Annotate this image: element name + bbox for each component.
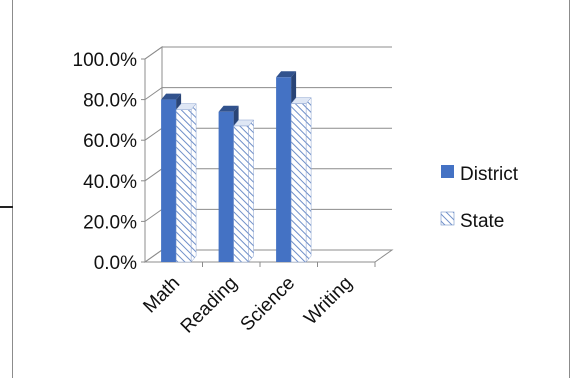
bar-state-reading [233,119,255,263]
legend-label-district: District [460,164,519,185]
legend-swatch-state [440,211,455,226]
x-tick-label: Reading [177,273,242,338]
gridline [144,46,392,60]
gridline [144,87,392,101]
bars [161,71,312,263]
divider-line [0,206,13,208]
y-axis-tick-labels: 0.0% 20.0% 40.0% 60.0% 80.0% 100.0% [73,50,138,274]
y-tick-label: 100.0% [73,50,138,71]
side-wall [144,46,163,263]
x-tick-label: Writing [300,273,356,329]
legend: District State [440,164,519,232]
x-tick-label: Math [139,273,184,318]
y-tick-label: 80.0% [83,91,137,112]
y-tick-label: 60.0% [83,131,137,152]
legend-label-state: State [460,211,504,232]
y-tick-label: 40.0% [83,172,137,193]
bar-state-math [175,103,197,263]
y-tick-label: 0.0% [94,253,137,274]
x-tick-label: Science [237,273,300,336]
axes [141,46,394,267]
legend-swatch-district [441,165,454,178]
y-tick-label: 20.0% [83,212,137,233]
bar-state-science [290,96,312,263]
